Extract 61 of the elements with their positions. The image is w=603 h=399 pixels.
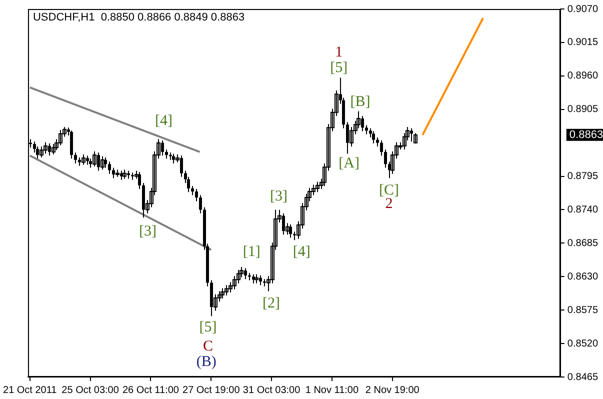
annotation: [4] <box>292 244 310 260</box>
x-tick-label: 1 Nov 11:00 <box>305 384 359 396</box>
annotation: [1] <box>242 244 260 260</box>
candlestick <box>220 288 224 300</box>
y-tick-label: 0.9070 <box>567 4 598 15</box>
x-tick-label: 27 Oct 19:00 <box>182 384 240 396</box>
candlestick <box>376 136 379 147</box>
chart-title: USDCHF,H1 0.8850 0.8866 0.8849 0.8863 <box>32 12 245 24</box>
candlestick <box>384 149 387 168</box>
y-tick-label: 0.8960 <box>567 70 598 82</box>
y-tick-label: 0.8575 <box>567 304 598 316</box>
candlestick <box>74 152 77 164</box>
y-tick-label: 0.8465 <box>567 372 598 383</box>
candlestick <box>122 169 126 180</box>
candlestick <box>191 186 194 196</box>
candlestick <box>58 130 62 146</box>
candlestick <box>316 181 320 193</box>
y-tick-label: 0.8685 <box>567 238 598 249</box>
y-tick-label: 0.9015 <box>567 37 598 48</box>
annotation: [2] <box>262 295 280 312</box>
candlestick <box>82 154 86 166</box>
candlestick <box>165 149 168 160</box>
annotation: [A] <box>338 155 360 172</box>
y-tick-label: 0.8520 <box>567 338 598 350</box>
candlestick <box>380 140 383 156</box>
candlestick <box>365 124 368 135</box>
candlestick <box>372 130 375 144</box>
candlestick <box>44 142 48 154</box>
x-tick-label: 26 Oct 11:00 <box>122 384 180 396</box>
annotation: [5] <box>199 319 217 336</box>
candlestick <box>92 150 96 168</box>
x-tick-label: 21 Oct 2011 <box>3 384 58 396</box>
text: 0.8863 <box>569 128 603 141</box>
annotation: [3] <box>139 224 157 240</box>
candlestick <box>199 194 202 214</box>
annotation: [5] <box>330 60 348 76</box>
x-tick-label: 31 Oct 03:00 <box>242 384 301 396</box>
candlestick <box>100 156 104 170</box>
x-tick-label: 25 Oct 03:00 <box>62 384 120 396</box>
annotation: [3] <box>270 188 288 205</box>
candlestick <box>254 274 258 284</box>
annotation: 2 <box>385 196 393 212</box>
annotation: 1 <box>335 44 343 60</box>
annotation: [B] <box>350 94 370 110</box>
candlestick <box>195 188 198 202</box>
annotation: [C] <box>378 182 399 198</box>
y-tick-label: 0.8905 <box>567 104 598 116</box>
candlestick <box>108 161 111 174</box>
candlestick <box>70 130 73 160</box>
annotation: (B) <box>196 354 216 370</box>
y-tick-label: 0.8740 <box>567 204 598 216</box>
candlestick <box>40 146 44 158</box>
y-tick-label: 0.8795 <box>567 171 598 182</box>
annotation: C <box>202 338 213 354</box>
candlestick <box>289 224 292 238</box>
y-tick-label: 0.8630 <box>567 271 598 282</box>
candlestick <box>224 284 228 296</box>
candlestick <box>138 172 141 190</box>
x-tick-label: 2 Nov 19:00 <box>365 384 420 396</box>
candlestick <box>104 156 107 168</box>
annotation: [4] <box>155 113 173 130</box>
